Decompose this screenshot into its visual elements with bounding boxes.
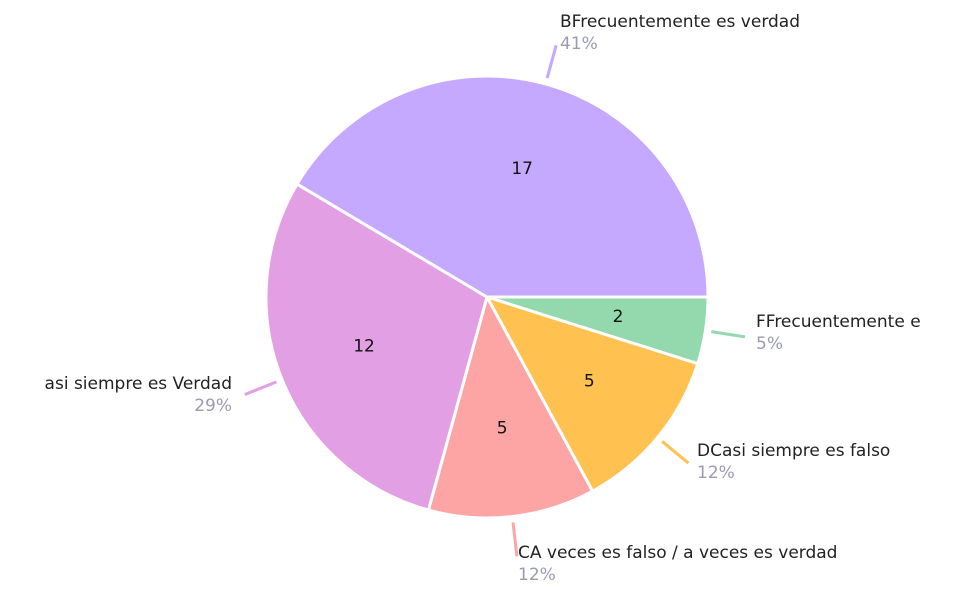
slice-value: 17	[511, 159, 533, 179]
leader-line	[545, 44, 558, 79]
slice-percent: 5%	[756, 334, 783, 354]
slice-percent: 41%	[560, 34, 598, 54]
slice-percent: 12%	[697, 463, 735, 483]
slice-percent: 12%	[518, 565, 556, 585]
pie-slice	[426, 293, 595, 520]
slice-label: CA veces es falso / a veces es verdad	[518, 543, 837, 563]
slice-value: 2	[613, 307, 624, 327]
pie-slice	[483, 294, 700, 494]
slice-label: BFrecuentemente es verdad	[560, 12, 800, 32]
leader-line	[711, 330, 746, 339]
slice-label: DCasi siempre es falso	[697, 441, 890, 461]
slice-value: 5	[497, 419, 508, 439]
slice-value: 5	[584, 371, 595, 391]
slice-label: FFrecuentemente e	[756, 312, 921, 332]
slice-percent: 29%	[194, 396, 232, 416]
slice-label: asi siempre es Verdad	[45, 374, 232, 394]
leader-line	[511, 522, 519, 557]
pie-slice	[294, 74, 710, 299]
slice-value: 12	[353, 337, 375, 357]
leader-line	[244, 380, 278, 396]
leader-line	[661, 440, 690, 465]
